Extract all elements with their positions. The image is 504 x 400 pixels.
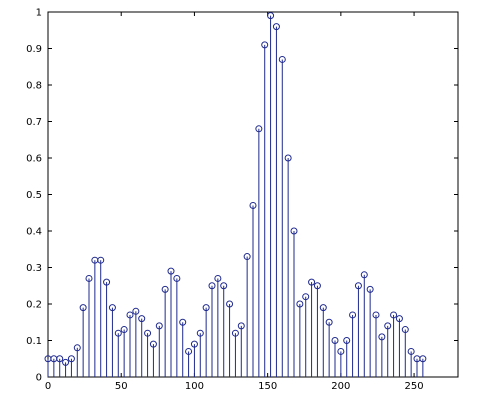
stem-marker [167,267,175,275]
stem-marker [144,329,152,337]
stem-marker [261,41,269,49]
stem-marker [401,326,409,334]
y-tick-label: 0.9 [26,44,42,55]
x-tick-label: 250 [405,381,424,392]
stem-marker [366,285,374,293]
y-tick-label: 0.2 [26,300,42,311]
stem-marker [56,355,64,363]
stem-marker [114,329,122,337]
x-tick-label: 200 [331,381,350,392]
y-tick-label: 0 [36,373,42,384]
stem-marker [349,311,357,319]
y-tick-label: 1 [36,8,42,19]
stem-marker [290,227,298,235]
stem-marker [308,278,316,286]
stem-marker [103,278,111,286]
y-tick-labels: 0 0.1 0.2 0.3 0.4 0.5 0.6 0.7 0.8 0.9 1 [26,8,42,384]
stem-marker [161,285,169,293]
stem-marker [85,274,93,282]
stem-marker [126,311,134,319]
stem-marker [173,274,181,282]
stem-marker [343,337,351,344]
stem-marker [360,271,368,279]
stem-marker [296,300,304,308]
stem-marker [79,304,87,312]
stem-marker [196,329,204,337]
y-tick-label: 0.6 [26,154,42,165]
x-tick-label: 100 [185,381,204,392]
stem-marker [179,318,187,326]
stem-marker [331,337,339,344]
stem-marker [337,347,345,355]
stem-marker [407,347,415,355]
stem-series [44,12,427,377]
stem-marker [390,311,398,319]
stem-marker [267,12,275,20]
stem-marker [155,322,163,330]
stem-marker [325,318,333,326]
axis-ticks [47,11,458,378]
stem-marker [220,282,228,290]
stem-marker [190,340,198,348]
y-tick-label: 0.3 [26,263,42,274]
stem-marker [149,340,157,348]
stem-marker [384,322,392,330]
stem-marker [278,55,286,63]
stem-marker [354,282,362,290]
stem-marker [243,253,251,261]
x-tick-label: 50 [115,381,128,392]
x-tick-label: 150 [258,381,277,392]
stem-marker [202,304,210,312]
stem-marker [97,256,105,264]
y-tick-label: 0.5 [26,190,42,201]
stem-marker [132,307,140,315]
stem-marker [302,293,310,301]
stem-marker [319,304,327,312]
stem-marker [272,23,280,31]
y-tick-label: 0.8 [26,81,42,92]
stem-marker [419,355,427,363]
stem-marker [62,358,70,366]
stem-marker [284,154,292,162]
stem-marker [231,329,239,337]
stem-marker [120,326,128,334]
stem-marker [372,311,380,319]
stem-marker [226,300,234,308]
stem-marker [237,322,245,330]
stem-marker [255,125,263,133]
stem-marker [249,201,257,209]
stem-marker [395,315,403,323]
stem-marker [214,274,222,282]
stem-marker [73,344,81,352]
stem-marker [313,282,321,290]
y-tick-label: 0.1 [26,336,42,347]
stem-marker [185,347,193,355]
x-tick-label: 0 [45,381,51,392]
y-tick-label: 0.4 [26,227,42,238]
stem-marker [108,304,116,312]
x-tick-labels: 0 50 100 150 200 250 [45,381,424,392]
stem-marker [67,355,75,363]
stem-marker [138,315,146,323]
y-tick-label: 0.7 [26,117,42,128]
stem-marker [208,282,216,290]
stem-marker [378,333,386,341]
